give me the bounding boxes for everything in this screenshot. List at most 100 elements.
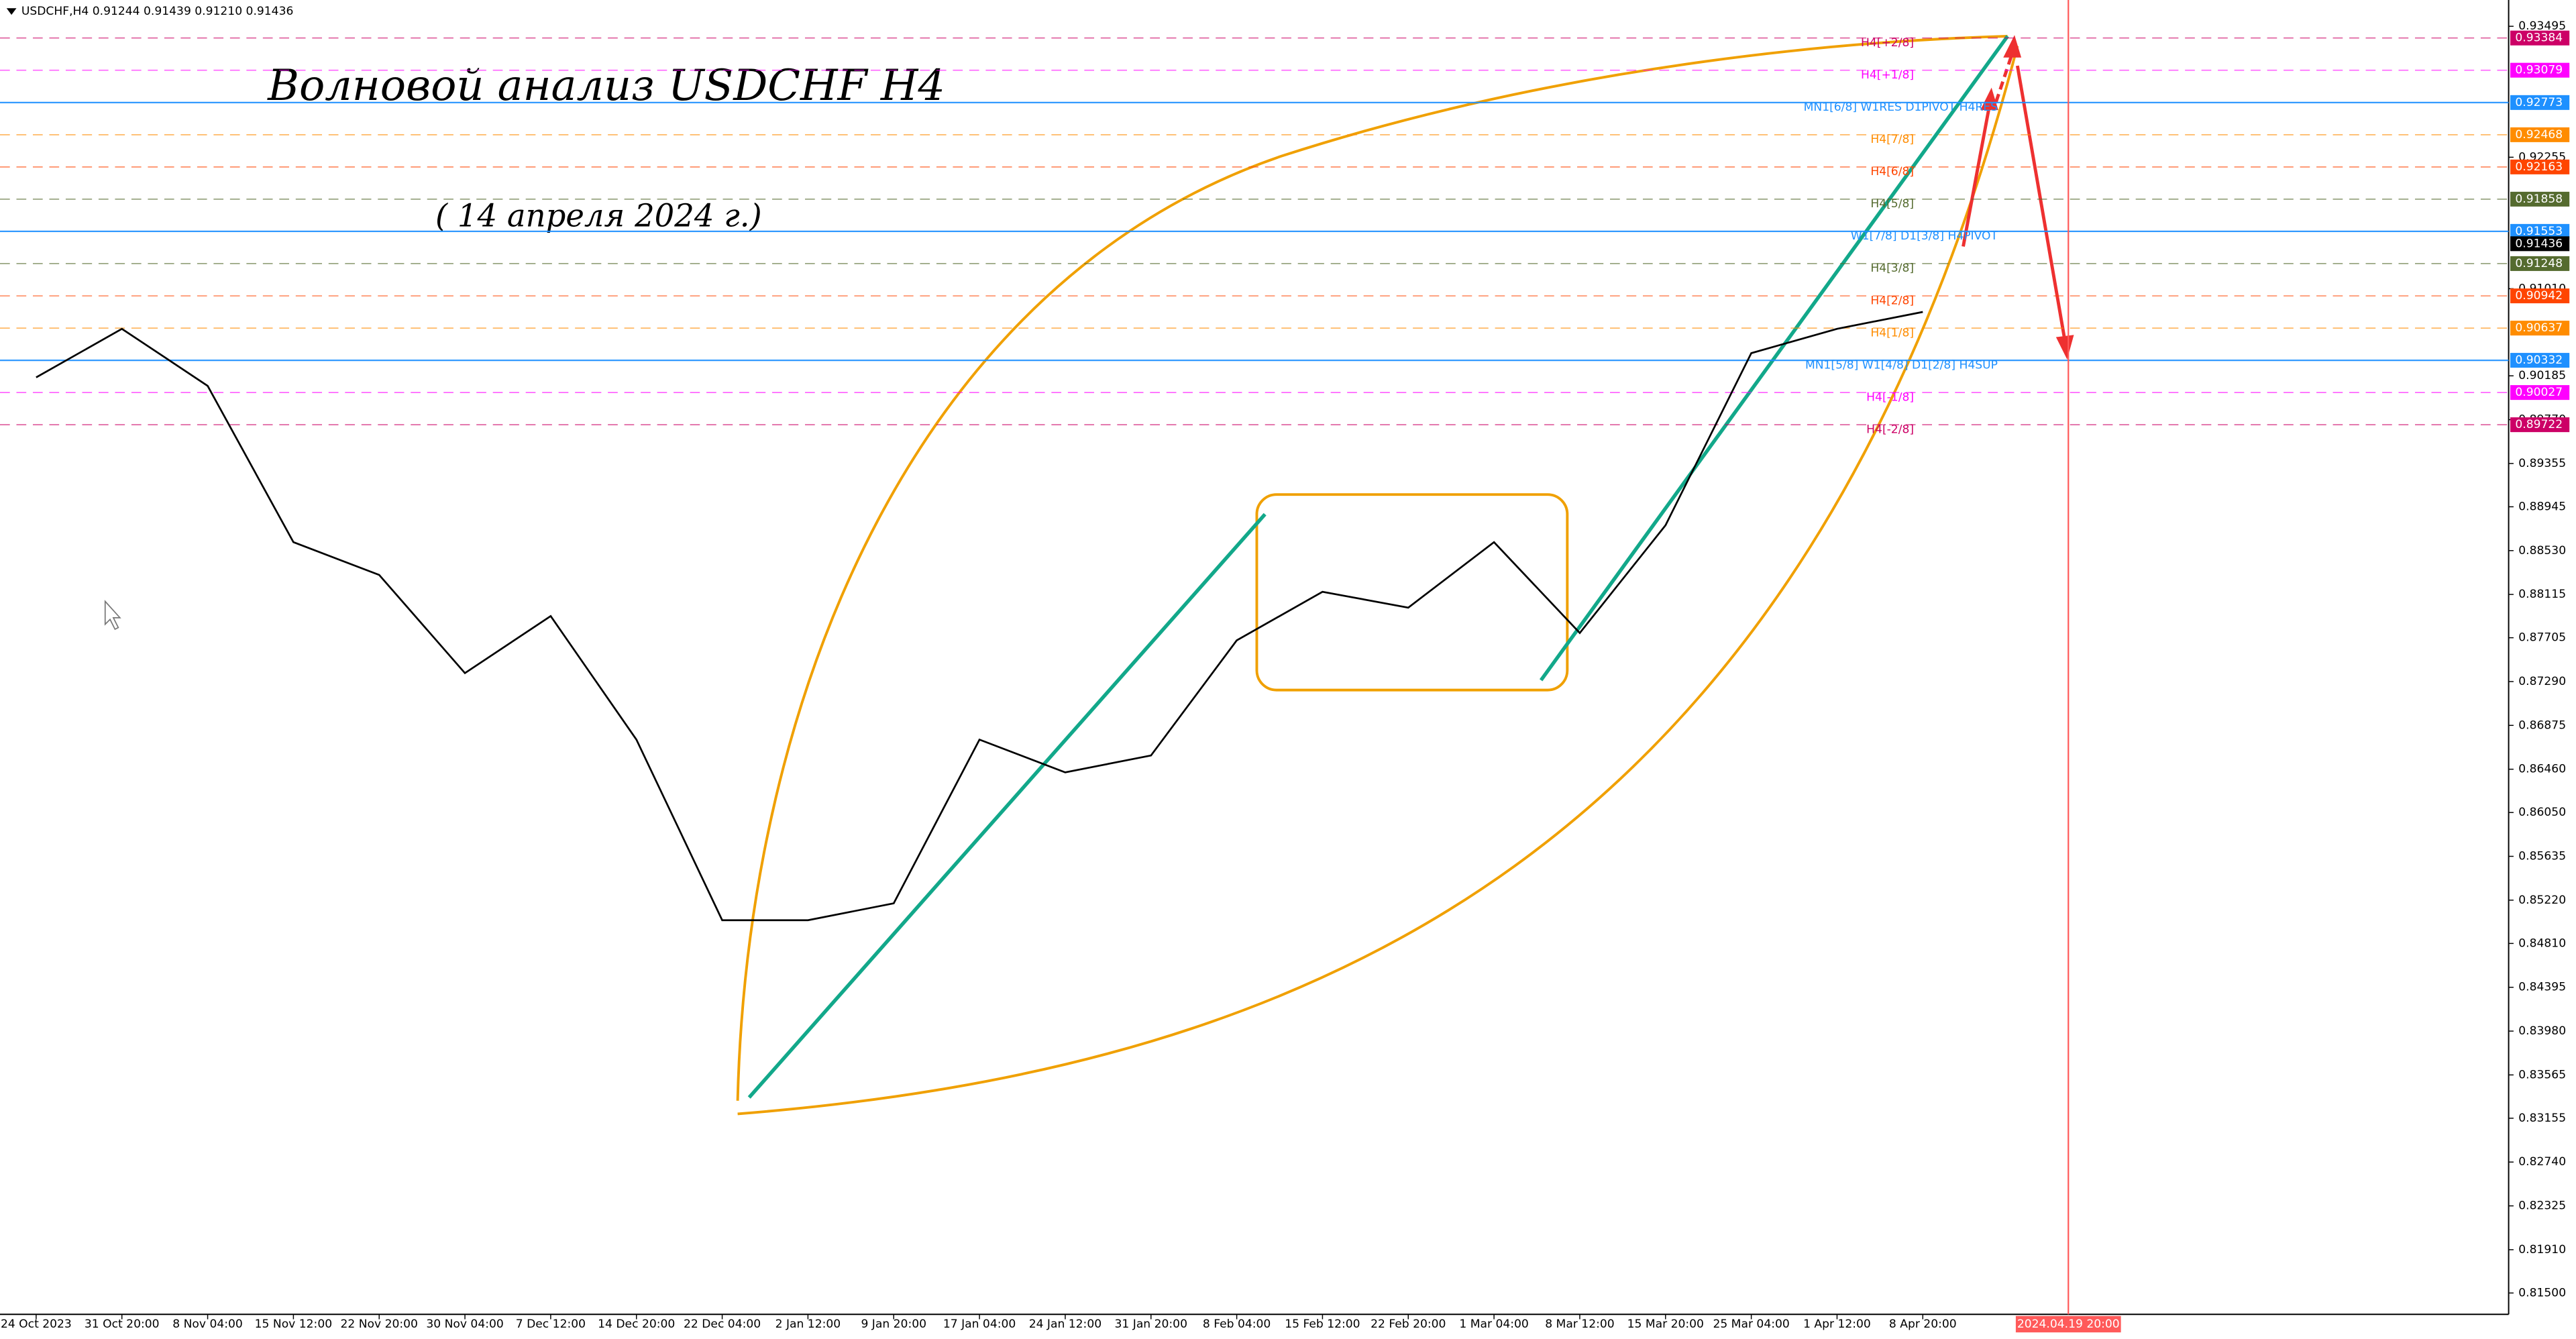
x-tick-label: 8 Feb 04:00 <box>1203 1318 1271 1331</box>
level-price-box <box>2510 385 2570 400</box>
level-price-box <box>2510 353 2570 368</box>
level-price-box <box>2510 288 2570 304</box>
level-label: W1[7/8] D1[3/8] H4PIVOT <box>1851 229 1998 243</box>
y-tick-label: 0.93495 <box>2518 19 2566 33</box>
y-tick-label: 0.83155 <box>2518 1112 2566 1125</box>
x-tick-label: 1 Mar 04:00 <box>1459 1318 1528 1331</box>
x-tick-label: 22 Dec 04:00 <box>684 1318 761 1331</box>
level-price: 0.90637 <box>2515 321 2563 335</box>
trend-line <box>747 513 1267 1099</box>
range-box <box>1255 493 1569 692</box>
y-tick-label: 0.84810 <box>2518 936 2566 950</box>
y-tick-label: 0.83980 <box>2518 1024 2566 1038</box>
y-tick-label: 0.88945 <box>2518 500 2566 513</box>
x-tick-label: 17 Jan 04:00 <box>943 1318 1016 1331</box>
x-tick-label: 22 Feb 20:00 <box>1371 1318 1446 1331</box>
level-price: 0.89722 <box>2515 418 2563 431</box>
level-price: 0.93384 <box>2515 32 2563 45</box>
level-price: 0.92773 <box>2515 96 2563 109</box>
level-price: 0.91553 <box>2515 225 2563 238</box>
level-price: 0.92163 <box>2515 160 2563 174</box>
level-price: 0.93079 <box>2515 64 2563 77</box>
x-tick-label: 14 Dec 20:00 <box>598 1318 675 1331</box>
trend-line <box>1539 35 2009 682</box>
level-label: H4[+2/8] <box>1861 36 1914 50</box>
x-tick-label: 7 Dec 12:00 <box>516 1318 586 1331</box>
level-price: 0.91248 <box>2515 257 2563 270</box>
trend-lines <box>747 35 2009 1099</box>
y-tick-label: 0.86050 <box>2518 806 2566 819</box>
y-tick-label: 0.86875 <box>2518 718 2566 732</box>
level-label: H4[3/8] <box>1870 262 1914 275</box>
x-tick-label: 24 Oct 2023 <box>1 1318 72 1331</box>
level-label: H4[7/8] <box>1870 133 1914 146</box>
x-tick-label: 8 Apr 20:00 <box>1889 1318 1957 1331</box>
y-tick-label: 0.82325 <box>2518 1199 2566 1213</box>
y-tick-label: 0.88530 <box>2518 544 2566 557</box>
level-label: H4[-2/8] <box>1866 423 1914 436</box>
level-price-box <box>2510 127 2570 142</box>
x-tick-label: 15 Nov 12:00 <box>255 1318 332 1331</box>
x-tick-label: 31 Oct 20:00 <box>85 1318 160 1331</box>
level-price: 0.90942 <box>2515 289 2563 303</box>
level-price: 0.90332 <box>2515 354 2563 367</box>
level-price-box <box>2510 417 2570 433</box>
level-label: H4[5/8] <box>1870 197 1914 211</box>
y-tick-label: 0.81910 <box>2518 1243 2566 1256</box>
x-tick-label: 24 Jan 12:00 <box>1029 1318 1102 1331</box>
level-price: 0.92468 <box>2515 128 2563 142</box>
level-price-box <box>2510 62 2570 78</box>
y-tick-label: 0.88115 <box>2518 588 2566 601</box>
level-price-box <box>2510 159 2570 174</box>
cursor-label: 2024.04.19 20:00 <box>2017 1318 2120 1331</box>
arrow <box>1962 105 1992 247</box>
outer-arc <box>736 34 2008 1101</box>
level-price-box <box>2510 191 2570 207</box>
level-label: H4[2/8] <box>1870 294 1914 307</box>
y-tick-label: 0.82740 <box>2518 1155 2566 1169</box>
y-tick-label: 0.83565 <box>2518 1068 2566 1081</box>
y-tick-label: 0.86460 <box>2518 763 2566 776</box>
level-label: H4[-1/8] <box>1866 390 1914 404</box>
current-price-box <box>2510 236 2570 252</box>
arrow-head <box>2003 35 2022 58</box>
x-tick-label: 8 Nov 04:00 <box>172 1318 243 1331</box>
y-tick-label: 0.81500 <box>2518 1286 2566 1299</box>
x-tick-label: 1 Apr 12:00 <box>1803 1318 1871 1331</box>
inner-arc <box>737 46 2019 1116</box>
x-tick-label: 31 Jan 20:00 <box>1115 1318 1187 1331</box>
x-tick-label: 22 Nov 20:00 <box>340 1318 417 1331</box>
level-price: 0.91858 <box>2515 193 2563 206</box>
level-price-box <box>2510 321 2570 336</box>
cursor-label-box <box>2015 1316 2121 1333</box>
level-price-box <box>2510 223 2570 239</box>
level-price-box <box>2510 256 2570 271</box>
y-tick-label: 0.90185 <box>2518 369 2566 382</box>
menu-arrow <box>6 8 17 15</box>
header: USDCHF,H4 0.91244 0.91439 0.91210 0.9143… <box>21 5 294 18</box>
arrow <box>1994 52 2015 103</box>
x-tick-label: 2 Jan 12:00 <box>775 1318 841 1331</box>
y-tick-label: 0.85220 <box>2518 894 2566 907</box>
level-label: MN1[6/8] W1RES D1PIVOT H4RES <box>1804 101 1998 114</box>
y-tick-label: 0.85635 <box>2518 849 2566 863</box>
x-tick-label: 9 Jan 20:00 <box>861 1318 926 1331</box>
level-label: MN1[5/8] W1[4/8] D1[2/8] H4SUP <box>1805 358 1998 372</box>
y-tick-label: 0.89355 <box>2518 457 2566 470</box>
y-tick-label: 0.87705 <box>2518 631 2566 645</box>
level-price-box <box>2510 95 2570 110</box>
price-line <box>36 311 1923 922</box>
level-label: H4[6/8] <box>1870 165 1914 178</box>
level-label: H4[1/8] <box>1870 326 1914 339</box>
mouse-cursor <box>104 600 121 631</box>
wave-shapes <box>736 34 2019 1116</box>
current-price: 0.91436 <box>2515 237 2563 250</box>
x-tick-label: 15 Mar 20:00 <box>1627 1318 1704 1331</box>
x-tick-label: 25 Mar 04:00 <box>1713 1318 1789 1331</box>
x-tick-label: 8 Mar 12:00 <box>1545 1318 1614 1331</box>
level-label: H4[+1/8] <box>1861 68 1914 82</box>
arrow-head <box>1980 87 1998 111</box>
